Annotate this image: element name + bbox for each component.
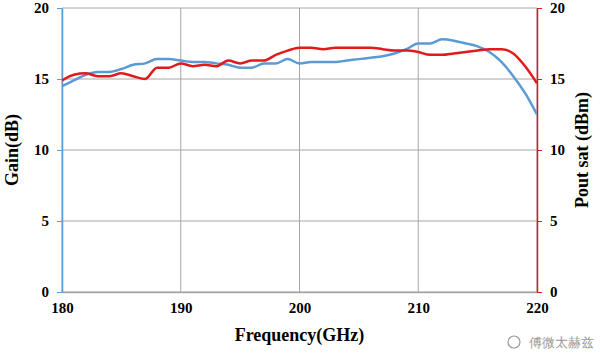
x-axis-tick: 190 <box>170 292 193 316</box>
y2-axis-tick-label: 10 <box>550 142 565 158</box>
y2-axis-tick-mark <box>537 221 542 222</box>
y-axis-tick-label: 5 <box>42 213 50 229</box>
y2-axis-tick-mark <box>537 292 542 293</box>
x-axis-tick-label: 220 <box>526 300 549 316</box>
y-axis-tick: 15 <box>34 71 62 87</box>
y2-axis-title: Pout sat (dBm) <box>572 92 593 208</box>
y2-axis-tick-label: 0 <box>550 284 558 300</box>
x-axis-tick: 200 <box>289 292 312 316</box>
y-axis-tick-mark <box>57 79 62 80</box>
y2-axis-tick-label: 15 <box>550 71 565 87</box>
y-axis-tick-label: 15 <box>34 71 49 87</box>
y-axis-tick-label: 20 <box>34 0 49 16</box>
y2-axis-tick-mark <box>537 8 542 9</box>
y-axis-tick: 20 <box>34 0 62 16</box>
lines <box>62 39 537 114</box>
y-axis-tick-mark <box>57 8 62 9</box>
y2-axis-tick: 15 <box>537 71 565 87</box>
y-axis-tick-label: 10 <box>34 142 49 158</box>
y-axis-title: Gain(dB) <box>2 114 23 186</box>
x-axis-line <box>63 292 538 294</box>
x-axis-tick: 210 <box>408 292 431 316</box>
y2-axis-tick: 5 <box>537 213 558 229</box>
y-axis-tick-mark <box>57 292 62 293</box>
x-axis-tick: 180 <box>51 292 74 316</box>
x-axis-title: Frequency(GHz) <box>235 325 365 346</box>
y-axis-tick-mark <box>57 221 62 222</box>
y-axis-tick: 10 <box>34 142 62 158</box>
grid <box>62 8 537 292</box>
chart: 1801902002102200510152005101520Frequency… <box>0 0 600 355</box>
series-line <box>62 39 537 114</box>
x-axis-tick: 220 <box>526 292 549 316</box>
y2-axis-tick-label: 5 <box>550 213 558 229</box>
x-axis-tick-label: 200 <box>289 300 312 316</box>
y2-axis-tick-mark <box>537 79 542 80</box>
y-axis-tick-label: 0 <box>42 284 50 300</box>
y-axis-tick: 5 <box>42 213 63 229</box>
y-axis-tick-mark <box>57 150 62 151</box>
series-line <box>62 48 537 84</box>
y2-axis-tick-label: 20 <box>550 0 565 16</box>
grid-line-y <box>62 79 537 80</box>
grid-line-y <box>62 150 537 151</box>
grid-line-y <box>62 8 537 9</box>
grid-line-y <box>62 292 537 293</box>
plot: 1801902002102200510152005101520 <box>34 0 565 315</box>
y2-axis-tick: 0 <box>537 284 558 300</box>
y-axis: 0 5 10 15 20 <box>34 0 63 300</box>
x-axis-tick-label: 180 <box>51 300 74 316</box>
y2-axis-tick: 10 <box>537 142 565 158</box>
grid-line-y <box>62 221 537 222</box>
y2-axis-tick: 20 <box>537 0 565 16</box>
watermark-icon <box>508 336 520 348</box>
watermark: 傅微太赫兹 <box>529 335 594 350</box>
x-axis-tick-label: 190 <box>170 300 193 316</box>
y2-axis: 0 5 10 15 20 <box>537 0 565 300</box>
y2-axis-tick-mark <box>537 150 542 151</box>
y-axis-tick: 0 <box>42 284 63 300</box>
x-axis: 180 190 200 210 220 <box>51 292 549 316</box>
x-axis-tick-label: 210 <box>408 300 431 316</box>
